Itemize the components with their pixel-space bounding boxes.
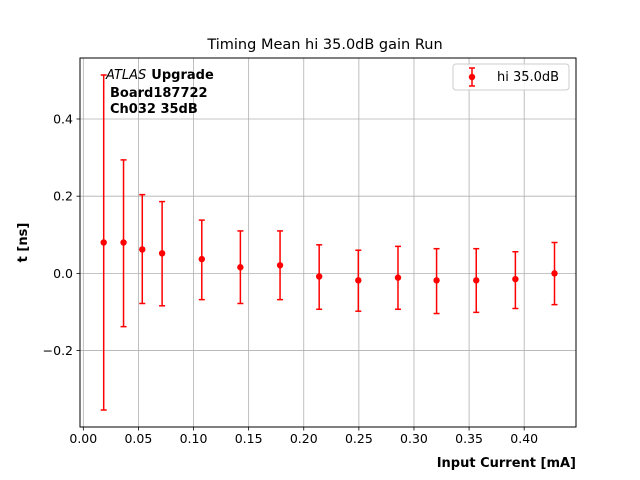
annotation-channel: Ch032 35dB (110, 102, 198, 117)
data-point (355, 249, 362, 312)
y-tick-label: −0.2 (43, 343, 73, 358)
data-marker (276, 262, 284, 269)
x-axis-label: Input Current [mA] (437, 456, 576, 471)
x-tick-label: 0.35 (455, 431, 483, 446)
data-marker (433, 277, 440, 284)
annotation-experiment: ATLAS (105, 68, 146, 83)
data-point (100, 74, 107, 411)
legend-marker (468, 67, 476, 87)
data-marker (237, 264, 244, 271)
y-tick-label: 0.2 (53, 189, 73, 204)
grid (80, 58, 576, 427)
axis-ticks: 0.00 0.05 0.10 0.15 0.20 0.25 0.30 0.35 0.40 −0.2… (43, 111, 539, 446)
data-series (100, 74, 558, 411)
data-marker (315, 273, 323, 280)
plot-frame (79, 57, 577, 428)
data-point (139, 193, 146, 305)
annotation-experiment-suffix: Upgrade (151, 68, 214, 83)
y-tick-label: 0.4 (53, 111, 73, 126)
data-point (551, 241, 558, 306)
y-axis-label: t [ns] (16, 223, 31, 263)
data-point (394, 245, 402, 311)
data-marker (158, 250, 166, 257)
x-tick-label: 0.15 (235, 431, 263, 446)
y-tick-label: 0.0 (53, 266, 73, 281)
x-tick-label: 0.05 (124, 431, 152, 446)
x-tick-label: 0.10 (180, 431, 208, 446)
data-point (315, 244, 323, 311)
data-point (512, 251, 519, 310)
data-marker (139, 246, 146, 253)
chart-title: Timing Mean hi 35.0dB gain Run (206, 37, 442, 53)
x-tick-label: 0.30 (400, 431, 428, 446)
legend-box (452, 63, 570, 91)
data-point (198, 219, 205, 301)
data-point (433, 247, 440, 315)
atlas-annotation: ATLAS Upgrade Board187722 Ch032 35dB (105, 68, 214, 117)
annotation-board: Board187722 (110, 86, 208, 101)
data-point (276, 230, 284, 301)
x-tick-label: 0.40 (510, 431, 538, 446)
x-tick-label: 0.20 (290, 431, 318, 446)
data-point (237, 230, 244, 305)
legend: hi 35.0dB (452, 63, 570, 91)
data-marker (551, 270, 558, 277)
data-marker (355, 277, 362, 284)
data-point (120, 159, 127, 328)
data-marker (198, 255, 205, 263)
data-point (473, 247, 480, 314)
data-marker (120, 239, 127, 246)
data-point (158, 200, 166, 307)
legend-label: hi 35.0dB (497, 70, 559, 85)
x-tick-label: 0.25 (345, 431, 373, 446)
data-marker (100, 239, 107, 246)
data-marker (512, 275, 519, 283)
x-tick-label: 0.00 (69, 431, 97, 446)
data-marker (394, 274, 402, 281)
annotation-line-1: ATLAS Upgrade (105, 68, 214, 83)
data-marker (473, 277, 480, 284)
